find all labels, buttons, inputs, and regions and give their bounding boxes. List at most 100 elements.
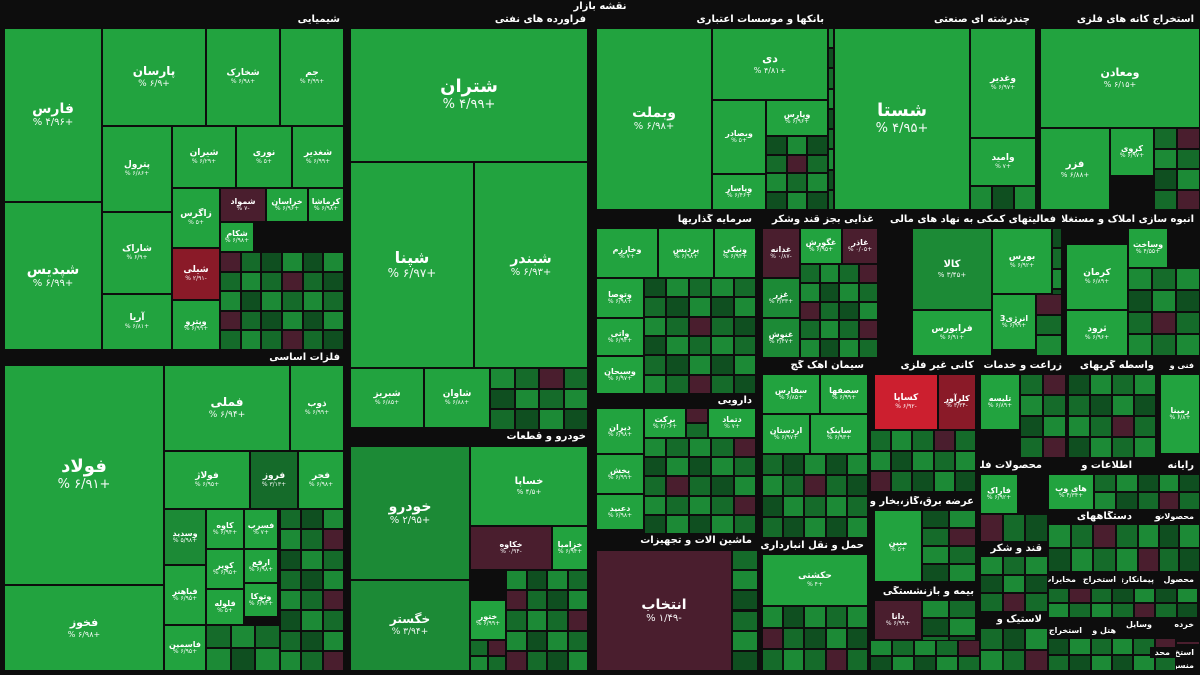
stock-tile[interactable]: کروی +۶/۹۷ % bbox=[1110, 128, 1154, 176]
stock-tile[interactable]: کساپا -۶/۹۲ % bbox=[874, 374, 938, 430]
stock-tile[interactable]: نوری +۵ % bbox=[236, 126, 292, 188]
stock-tile[interactable]: شپنا +۶/۹۷ % bbox=[350, 162, 474, 368]
stock-tile[interactable]: رمپنا +۶/۸ % bbox=[1160, 374, 1200, 454]
stock-tile[interactable]: وغدیر +۶/۹۷ % bbox=[970, 28, 1036, 138]
stock-tile[interactable]: مبین +۵ % bbox=[874, 510, 922, 582]
stock-tile[interactable]: فارس +۴/۹۶ % bbox=[4, 28, 102, 202]
stock-tile[interactable]: ثرود +۶/۹۶ % bbox=[1066, 310, 1128, 356]
stock-tile[interactable]: کاوه +۶/۹۴ % bbox=[206, 509, 244, 549]
stock-tile[interactable]: شیلی -۲/۹۱ % bbox=[172, 248, 220, 300]
stock-tile[interactable]: تلیسه +۶/۸۹ % bbox=[980, 374, 1020, 430]
stock-tile[interactable]: فسرب +۷ % bbox=[244, 509, 278, 549]
stock-tile[interactable]: کلرآور -۳/۳۴ % bbox=[938, 374, 976, 430]
stock-tile[interactable]: دعبید +۶/۹۸ % bbox=[596, 494, 644, 530]
filler-tile bbox=[322, 569, 344, 590]
stock-tile[interactable]: پترول +۶/۸۶ % bbox=[102, 126, 172, 212]
stock-tile[interactable]: شاوان +۶/۸۸ % bbox=[424, 368, 490, 428]
stock-tile[interactable]: وبصادر +۵ % bbox=[712, 100, 766, 174]
stock-tile[interactable]: شخارک +۶/۹۸ % bbox=[206, 28, 280, 126]
stock-tile[interactable]: وسبحان +۶/۹۷ % bbox=[596, 356, 644, 394]
stock-tile[interactable]: وبملت +۶/۹۸ % bbox=[596, 28, 712, 210]
stock-tile[interactable]: شیران +۶/۲۹ % bbox=[172, 126, 236, 188]
stock-tile[interactable]: فخوز +۶/۹۸ % bbox=[4, 585, 164, 671]
stock-tile[interactable]: شاراک +۶/۹ % bbox=[102, 212, 172, 294]
stock-tile[interactable]: وسدید +۵/۹۸ % bbox=[164, 509, 206, 565]
stock-tile[interactable]: کالا +۳/۴۵ % bbox=[912, 228, 992, 310]
stock-tile[interactable]: وامید +۷ % bbox=[970, 138, 1036, 186]
stock-tile[interactable]: فولاژ +۶/۹۵ % bbox=[164, 451, 250, 509]
stock-tile[interactable]: پخش +۶/۹۹ % bbox=[596, 454, 644, 494]
stock-tile[interactable]: حکشتی +۴ % bbox=[762, 554, 868, 606]
stock-change: +۶/۹۸ % bbox=[308, 480, 334, 488]
stock-tile[interactable]: فزر +۶/۸۸ % bbox=[1040, 128, 1110, 210]
stock-tile[interactable]: انتخاب -۱/۴۹ % bbox=[596, 550, 732, 671]
stock-tile[interactable]: فلوله +۵ % bbox=[206, 589, 244, 625]
stock-tile[interactable]: دانا +۶/۹۹ % bbox=[874, 600, 922, 640]
stock-tile[interactable]: های وب +۴/۳۴ % bbox=[1048, 474, 1094, 510]
stock-tile[interactable]: غاذر +۰/۰۵ % bbox=[842, 228, 878, 264]
stock-tile[interactable]: ونیکی +۶/۹۴ % bbox=[714, 228, 756, 278]
stock-tile[interactable]: وتوکا +۶/۹۴ % bbox=[244, 583, 278, 617]
filler-tile bbox=[828, 129, 834, 150]
stock-tile[interactable]: غزر +۳/۳۳ % bbox=[762, 278, 800, 318]
stock-tile[interactable]: وپاسار +۶/۴۶ % bbox=[712, 174, 766, 210]
stock-tile[interactable]: آریا +۶/۸۱ % bbox=[102, 294, 172, 350]
stock-tile[interactable]: فروز +۳/۱۳ % bbox=[250, 451, 298, 509]
stock-tile[interactable]: خزامیا +۶/۹۴ % bbox=[552, 526, 588, 570]
stock-tile[interactable]: شتران +۴/۹۹ % bbox=[350, 28, 588, 162]
stock-tile[interactable]: دیران +۶/۹۸ % bbox=[596, 408, 644, 454]
stock-tile[interactable]: فباهنر +۶/۹۵ % bbox=[164, 565, 206, 625]
stock-tile[interactable]: برکت +۲/۰۶ % bbox=[644, 408, 686, 438]
filler-tile bbox=[800, 301, 820, 321]
stock-tile[interactable]: فجر +۶/۹۸ % bbox=[298, 451, 344, 509]
stock-tile[interactable]: فولاد +۶/۹۱ % bbox=[4, 365, 164, 585]
stock-tile[interactable]: غدانه -۰/۸۷ % bbox=[762, 228, 800, 278]
stock-tile[interactable]: ساینک +۶/۹۳ % bbox=[810, 414, 868, 454]
filler-tile bbox=[1128, 290, 1152, 312]
stock-tile[interactable]: خکاوه -۰/۹۴ % bbox=[470, 526, 552, 570]
sector-title: فرآورده های نفتی bbox=[346, 14, 592, 28]
stock-tile[interactable]: شبریز +۶/۸۵ % bbox=[350, 368, 424, 428]
stock-tile[interactable]: سفارس +۶/۸۵ % bbox=[762, 374, 820, 414]
stock-tile[interactable]: فاراک +۶/۹۲ % bbox=[980, 474, 1018, 514]
stock-tile[interactable]: وتوصا +۶/۹۸ % bbox=[596, 278, 644, 318]
stock-tile[interactable]: خراسان +۶/۹۶ % bbox=[266, 188, 308, 222]
stock-tile[interactable]: کرماشا +۶/۹۸ % bbox=[308, 188, 344, 222]
stock-tile[interactable]: اردستان +۶/۹۷ % bbox=[762, 414, 810, 454]
stock-tile[interactable]: شپدیس +۶/۹۹ % bbox=[4, 202, 102, 350]
stock-tile[interactable]: وخارزم +۷ % bbox=[596, 228, 658, 278]
stock-tile[interactable]: ختور +۶/۹۹ % bbox=[470, 600, 506, 640]
stock-tile[interactable]: شستا +۴/۹۵ % bbox=[834, 28, 970, 210]
stock-tile[interactable]: فرابورس +۶/۹۱ % bbox=[912, 310, 992, 356]
filler-tile bbox=[1176, 268, 1200, 290]
stock-tile[interactable]: وپارس +۶/۹۶ % bbox=[766, 100, 828, 136]
stock-tile[interactable]: پارسان +۶/۹ % bbox=[102, 28, 206, 126]
stock-tile[interactable]: خساپا +۴/۵ % bbox=[470, 446, 588, 526]
stock-tile[interactable]: فملی +۶/۹۴ % bbox=[164, 365, 290, 451]
stock-tile[interactable]: واتی +۶/۹۴ % bbox=[596, 318, 644, 356]
stock-tile[interactable]: وساخت +۴/۵۵ % bbox=[1128, 228, 1168, 268]
stock-tile[interactable]: شمواد -۷ % bbox=[220, 188, 266, 222]
stock-tile[interactable]: غنوش +۳/۴۷ % bbox=[762, 318, 800, 358]
stock-tile[interactable]: ومعادن +۶/۱۵ % bbox=[1040, 28, 1200, 128]
stock-tile[interactable]: دی +۴/۸۱ % bbox=[712, 28, 828, 100]
stock-tile[interactable]: خودرو +۲/۹۵ % bbox=[350, 446, 470, 580]
stock-tile[interactable]: دتماد +۷ % bbox=[708, 408, 756, 438]
stock-tile[interactable]: شغدیر +۶/۹۹ % bbox=[292, 126, 344, 188]
stock-tile[interactable]: خگستر +۳/۹۴ % bbox=[350, 580, 470, 671]
stock-tile[interactable]: انرژی3 +۶/۹۹ % bbox=[992, 294, 1036, 350]
stock-tile[interactable]: سصفها +۶/۹۹ % bbox=[820, 374, 868, 414]
stock-tile[interactable]: شبندر +۶/۹۳ % bbox=[474, 162, 588, 368]
stock-tile[interactable]: ارفع +۶/۹۸ % bbox=[244, 549, 278, 583]
stock-tile[interactable]: غگورش +۶/۹۵ % bbox=[800, 228, 842, 264]
stock-tile[interactable]: بورس +۶/۹۲ % bbox=[992, 228, 1052, 294]
stock-tile[interactable]: ذوب +۶/۹۹ % bbox=[290, 365, 344, 451]
stock-tile[interactable]: جم +۴/۹۹ % bbox=[280, 28, 344, 126]
stock-tile[interactable]: پردیس +۶/۹۸ % bbox=[658, 228, 714, 278]
stock-tile[interactable]: زاگرس +۵ % bbox=[172, 188, 220, 248]
stock-tile[interactable]: شکام +۶/۹۸ % bbox=[220, 222, 254, 252]
stock-tile[interactable]: ویترو +۶/۹۹ % bbox=[172, 300, 220, 350]
stock-tile[interactable]: کویر +۶/۹۵ % bbox=[206, 549, 244, 589]
stock-tile[interactable]: کرمان +۶/۸۹ % bbox=[1066, 244, 1128, 310]
stock-tile[interactable]: فاسمین +۶/۹۵ % bbox=[164, 625, 206, 671]
